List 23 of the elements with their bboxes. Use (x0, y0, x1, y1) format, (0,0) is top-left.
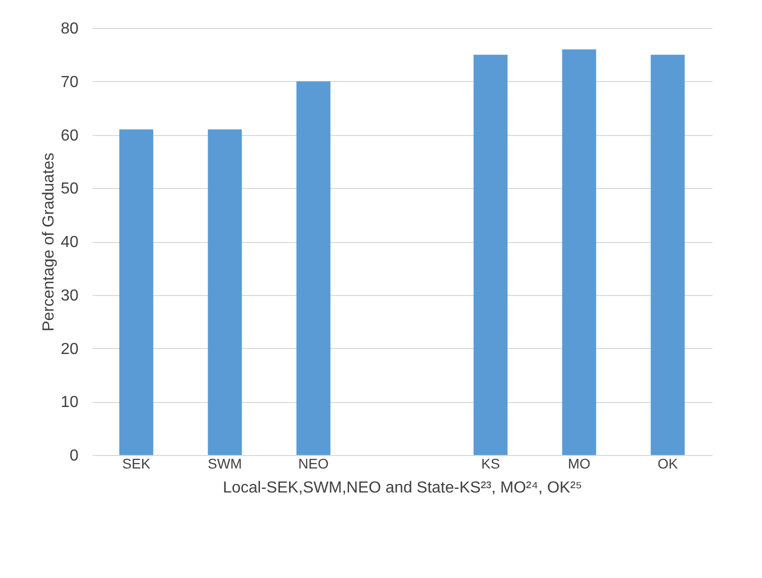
x-tick-label: NEO (298, 456, 329, 472)
bar (119, 129, 154, 455)
bar (562, 49, 596, 455)
y-tick-label: 10 (60, 394, 79, 412)
y-axis-title: Percentage of Graduates (40, 152, 58, 332)
x-tick-label: SWM (208, 456, 242, 472)
y-tick-label: 80 (60, 20, 79, 38)
y-tick-label: 20 (60, 340, 79, 358)
y-tick-label: 60 (60, 127, 79, 144)
y-tick-label: 40 (60, 234, 79, 251)
x-tick-label: SEK (122, 456, 151, 472)
bar (474, 54, 508, 455)
x-tick-label: MO (568, 456, 591, 472)
x-tick-label: KS (481, 456, 500, 472)
y-tick-label: 70 (60, 74, 79, 91)
bar (650, 54, 685, 455)
y-tick-label: 0 (70, 448, 79, 464)
y-tick-label: 50 (60, 180, 79, 198)
y-tick-label: 30 (60, 287, 79, 304)
x-axis-title: Local-SEK,SWM,NEO and State-KS²³, MO²⁴, OK²⁵ (222, 480, 582, 496)
bar (208, 129, 242, 455)
bar (296, 81, 330, 455)
x-tick-label: OK (658, 456, 678, 472)
